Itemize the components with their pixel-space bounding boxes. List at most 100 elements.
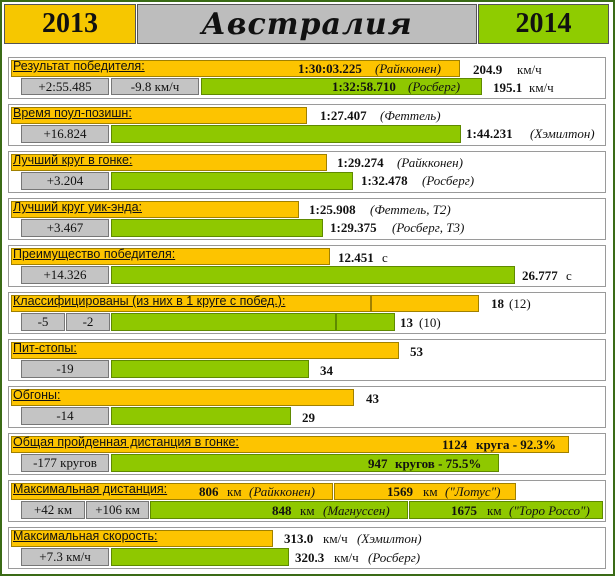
section-label: Обгоны: bbox=[13, 388, 61, 402]
bar-2013-total bbox=[11, 295, 371, 312]
section-label: Время поул-позишн: bbox=[13, 106, 132, 120]
value-2014: 29 bbox=[302, 410, 315, 425]
value-2013: 18 bbox=[491, 296, 504, 311]
value-2014-time: 1:32.478 bbox=[361, 173, 408, 188]
value-2013-unit: с bbox=[382, 250, 388, 265]
value-2013-speed-unit: км/ч bbox=[517, 62, 542, 77]
year-2014-header: 2014 bbox=[478, 4, 609, 44]
value-2013-team-name: ("Лотус") bbox=[445, 484, 501, 499]
bar-2014 bbox=[111, 360, 309, 378]
diff-time: +3.467 bbox=[21, 219, 109, 237]
value-2014-speed-unit: км/ч bbox=[529, 80, 554, 95]
value-2014: 947 bbox=[368, 456, 388, 471]
value-2013-time: 1:29.274 bbox=[337, 155, 384, 170]
value-2014-text: кругов - 75.5% bbox=[395, 456, 482, 471]
value-2014-team-name: ("Торо Россо") bbox=[509, 503, 590, 518]
diff-value: +7.3 км/ч bbox=[21, 548, 109, 566]
bar-2013-lead-lap bbox=[371, 295, 479, 312]
bar-2014 bbox=[201, 78, 482, 95]
value-2013-driver: 806 bbox=[199, 484, 219, 499]
value-2014: 26.777 bbox=[522, 268, 558, 283]
diff-value: -177 кругов bbox=[21, 454, 109, 472]
section-label: Общая пройденная дистанция в гонке: bbox=[13, 435, 239, 449]
value-2014-driver: (Хэмилтон) bbox=[530, 126, 595, 141]
bar-2014 bbox=[111, 548, 289, 566]
value-2013-time: 1:30:03.225 bbox=[298, 61, 362, 76]
bar-2014 bbox=[111, 454, 499, 472]
value-2013: 53 bbox=[410, 344, 423, 359]
value-2014: 13 bbox=[400, 315, 413, 330]
value-2014-driver: (Росберг, Т3) bbox=[392, 220, 465, 235]
value-2013-driver-unit: км bbox=[227, 484, 242, 499]
bar-2013 bbox=[11, 530, 273, 547]
bar-2014-team bbox=[409, 501, 603, 519]
value-2013-driver: (Хэмилтон) bbox=[357, 531, 422, 546]
diff-driver: +42 км bbox=[21, 501, 85, 519]
value-2014: 320.3 bbox=[295, 550, 325, 565]
diff-team: +106 км bbox=[86, 501, 149, 519]
bar-2014 bbox=[111, 172, 353, 190]
value-2013-driver: (Райкконен) bbox=[397, 155, 463, 170]
diff-lead-lap: -2 bbox=[66, 313, 110, 331]
value-2014-team-unit: км bbox=[487, 503, 502, 518]
value-2013-time: 1:27.407 bbox=[320, 108, 367, 123]
value-2013: 43 bbox=[366, 391, 379, 406]
section-label: Классифицированы (из них в 1 круге с поб… bbox=[13, 294, 286, 308]
section-race-fastest-lap: Лучший круг в гонке: 1:29.274 (Райкконен… bbox=[8, 151, 606, 193]
value-2014: 34 bbox=[320, 363, 333, 378]
bar-2014-driver bbox=[150, 501, 408, 519]
bar-2014 bbox=[111, 266, 515, 284]
diff-time: +16.824 bbox=[21, 125, 109, 143]
section-label: Максимальная дистанция: bbox=[13, 482, 168, 496]
section-pit-stops: Пит-стопы: 53 -19 34 bbox=[8, 339, 606, 381]
value-2014-driver-name: (Магнуссен) bbox=[323, 503, 390, 518]
value-2014-time: 1:29.375 bbox=[330, 220, 377, 235]
diff-time: +3.204 bbox=[21, 172, 109, 190]
bar-2013 bbox=[11, 248, 330, 265]
value-2013-driver: (Феттель) bbox=[380, 108, 441, 123]
diff-total: -5 bbox=[21, 313, 65, 331]
diff-speed: -9.8 км/ч bbox=[111, 78, 199, 95]
section-weekend-fastest-lap: Лучший круг уик-энда: 1:25.908 (Феттель,… bbox=[8, 198, 606, 240]
bar-2013 bbox=[11, 201, 299, 218]
value-2014-time: 1:32:58.710 bbox=[332, 79, 396, 94]
bar-2013-team bbox=[334, 483, 516, 500]
diff-value: +14.326 bbox=[21, 266, 109, 284]
bar-2013 bbox=[11, 60, 460, 77]
bar-2014-total bbox=[111, 313, 336, 331]
value-2013-text: круга - 92.3% bbox=[476, 437, 557, 452]
bar-2013 bbox=[11, 154, 327, 171]
value-2013: 1124 bbox=[442, 437, 468, 452]
section-max-speed: Максимальная скорость: 313.0 км/ч (Хэмил… bbox=[8, 527, 606, 569]
value-2014-unit: с bbox=[566, 268, 572, 283]
year-2013-header: 2013 bbox=[4, 4, 136, 44]
section-overtakes: Обгоны: 43 -14 29 bbox=[8, 386, 606, 428]
section-classified: Классифицированы (из них в 1 круге с поб… bbox=[8, 292, 606, 334]
value-2014-sub: (10) bbox=[419, 315, 441, 330]
bar-2013 bbox=[11, 342, 399, 359]
section-label: Максимальная скорость: bbox=[13, 529, 158, 543]
value-2014-speed: 195.1 bbox=[493, 80, 523, 95]
value-2013: 313.0 bbox=[284, 531, 314, 546]
bar-2014 bbox=[111, 407, 291, 425]
value-2013-sub: (12) bbox=[509, 296, 531, 311]
value-2014-driver: (Росберг) bbox=[408, 79, 461, 94]
section-winner-result: Результат победителя: 1:30:03.225 (Райкк… bbox=[8, 57, 606, 99]
section-total-distance: Общая пройденная дистанция в гонке: 1124… bbox=[8, 433, 606, 475]
section-label: Пит-стопы: bbox=[13, 341, 77, 355]
bar-2014-lead-lap bbox=[336, 313, 395, 331]
section-winner-margin: Преимущество победителя: 12.451 с +14.32… bbox=[8, 245, 606, 287]
bar-2013 bbox=[11, 107, 307, 124]
value-2013: 12.451 bbox=[338, 250, 374, 265]
section-label: Лучший круг в гонке: bbox=[13, 153, 133, 167]
value-2013-driver: (Феттель, Т2) bbox=[370, 202, 451, 217]
value-2014-driver-unit: км bbox=[300, 503, 315, 518]
bar-2013 bbox=[11, 436, 569, 453]
value-2013-unit: км/ч bbox=[323, 531, 348, 546]
value-2013-driver-name: (Райкконен) bbox=[249, 484, 315, 499]
value-2013-driver: (Райкконен) bbox=[375, 61, 441, 76]
value-2013-team: 1569 bbox=[387, 484, 413, 499]
bar-2013 bbox=[11, 389, 354, 406]
value-2013-speed: 204.9 bbox=[473, 62, 503, 77]
